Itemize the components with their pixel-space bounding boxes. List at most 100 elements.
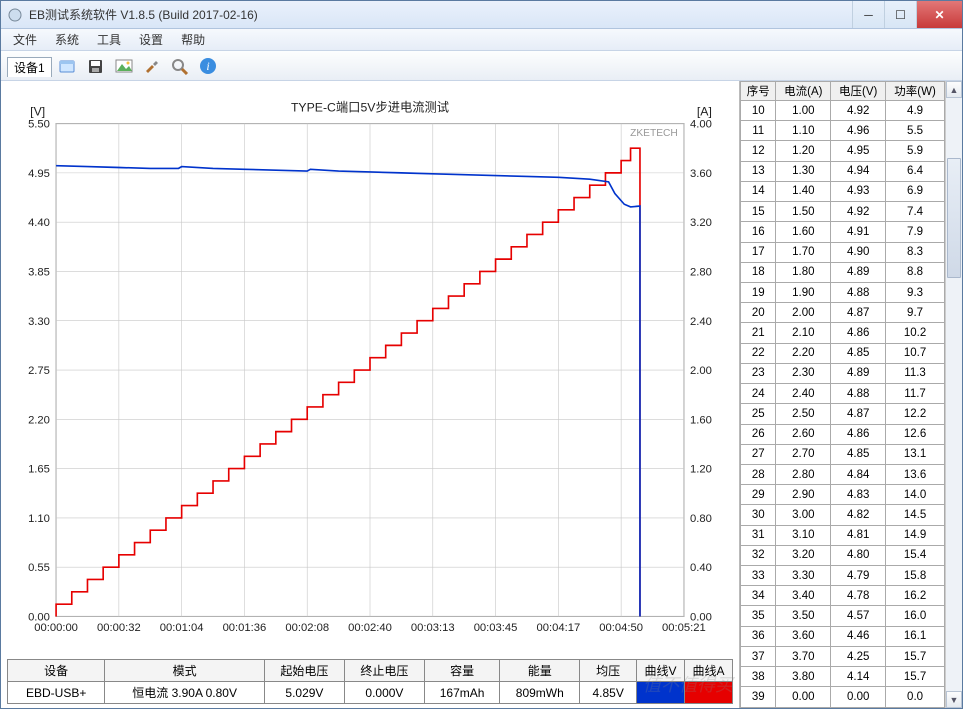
table-cell: 22 xyxy=(741,343,776,363)
table-row[interactable]: 101.004.924.9 xyxy=(741,101,945,121)
table-cell: 7.9 xyxy=(886,222,945,242)
svg-text:0.55: 0.55 xyxy=(28,562,50,574)
table-cell: 14.0 xyxy=(886,485,945,505)
table-row[interactable]: 212.104.8610.2 xyxy=(741,323,945,343)
table-row[interactable]: 313.104.8114.9 xyxy=(741,525,945,545)
table-row[interactable]: 282.804.8413.6 xyxy=(741,464,945,484)
table-cell: 1.60 xyxy=(776,222,831,242)
table-cell: 15.4 xyxy=(886,545,945,565)
table-row[interactable]: 232.304.8911.3 xyxy=(741,363,945,383)
table-cell: 4.81 xyxy=(831,525,886,545)
table-cell: 3.30 xyxy=(776,566,831,586)
picture-icon[interactable] xyxy=(112,55,136,77)
table-row[interactable]: 181.804.898.8 xyxy=(741,262,945,282)
menu-系统[interactable]: 系统 xyxy=(47,29,87,50)
table-cell: 6.9 xyxy=(886,181,945,201)
table-row[interactable]: 363.604.4616.1 xyxy=(741,626,945,646)
table-row[interactable]: 343.404.7816.2 xyxy=(741,586,945,606)
table-row[interactable]: 333.304.7915.8 xyxy=(741,566,945,586)
menu-帮助[interactable]: 帮助 xyxy=(173,29,213,50)
table-row[interactable]: 222.204.8510.7 xyxy=(741,343,945,363)
minimize-button[interactable]: ─ xyxy=(852,1,884,28)
table-cell: 4.92 xyxy=(831,202,886,222)
scrollbar[interactable]: ▲ ▼ xyxy=(945,81,962,708)
svg-text:00:01:04: 00:01:04 xyxy=(160,622,204,634)
svg-text:TYPE-C端口5V步进电流测试: TYPE-C端口5V步进电流测试 xyxy=(291,99,449,114)
table-cell: 4.88 xyxy=(831,282,886,302)
table-cell: 14.9 xyxy=(886,525,945,545)
svg-text:3.30: 3.30 xyxy=(28,316,50,328)
svg-text:4.40: 4.40 xyxy=(28,217,50,229)
table-cell: 15.7 xyxy=(886,646,945,666)
table-header: 序号 xyxy=(741,82,776,101)
table-cell: 1.40 xyxy=(776,181,831,201)
table-row[interactable]: 242.404.8811.7 xyxy=(741,384,945,404)
table-row[interactable]: 141.404.936.9 xyxy=(741,181,945,201)
info-icon[interactable]: i xyxy=(196,55,220,77)
table-row[interactable]: 131.304.946.4 xyxy=(741,161,945,181)
device-tab[interactable]: 设备1 xyxy=(7,57,52,77)
scroll-up-button[interactable]: ▲ xyxy=(946,81,962,98)
maximize-button[interactable]: ☐ xyxy=(884,1,916,28)
summary-header: 起始电压 xyxy=(264,660,344,682)
table-cell: 31 xyxy=(741,525,776,545)
open-icon[interactable] xyxy=(56,55,80,77)
table-cell: 2.60 xyxy=(776,424,831,444)
table-cell: 1.80 xyxy=(776,262,831,282)
table-cell: 3.10 xyxy=(776,525,831,545)
scroll-thumb[interactable] xyxy=(947,158,961,278)
table-cell: 8.8 xyxy=(886,262,945,282)
table-row[interactable]: 121.204.955.9 xyxy=(741,141,945,161)
table-row[interactable]: 390.000.000.0 xyxy=(741,687,945,708)
table-cell: 4.86 xyxy=(831,424,886,444)
scroll-down-button[interactable]: ▼ xyxy=(946,691,962,708)
table-row[interactable]: 373.704.2515.7 xyxy=(741,646,945,666)
table-cell: 15.7 xyxy=(886,667,945,687)
table-cell: 4.85 xyxy=(831,343,886,363)
table-row[interactable]: 383.804.1415.7 xyxy=(741,667,945,687)
menu-文件[interactable]: 文件 xyxy=(5,29,45,50)
table-row[interactable]: 353.504.5716.0 xyxy=(741,606,945,626)
close-button[interactable]: ✕ xyxy=(916,1,962,28)
app-window: EB测试系统软件 V1.8.5 (Build 2017-02-16) ─ ☐ ✕… xyxy=(0,0,963,709)
table-row[interactable]: 292.904.8314.0 xyxy=(741,485,945,505)
table-cell: 5.9 xyxy=(886,141,945,161)
table-row[interactable]: 262.604.8612.6 xyxy=(741,424,945,444)
table-cell: 10.7 xyxy=(886,343,945,363)
summary-header: 均压 xyxy=(580,660,637,682)
table-cell: 6.4 xyxy=(886,161,945,181)
table-cell: 0.0 xyxy=(886,687,945,708)
svg-text:0.80: 0.80 xyxy=(690,513,712,525)
table-row[interactable]: 161.604.917.9 xyxy=(741,222,945,242)
table-cell: 28 xyxy=(741,464,776,484)
table-row[interactable]: 303.004.8214.5 xyxy=(741,505,945,525)
table-row[interactable]: 323.204.8015.4 xyxy=(741,545,945,565)
table-cell: 0.00 xyxy=(831,687,886,708)
table-cell: 30 xyxy=(741,505,776,525)
table-cell: 4.80 xyxy=(831,545,886,565)
table-row[interactable]: 191.904.889.3 xyxy=(741,282,945,302)
tools-icon[interactable] xyxy=(140,55,164,77)
svg-text:[V]: [V] xyxy=(30,104,45,118)
table-row[interactable]: 252.504.8712.2 xyxy=(741,404,945,424)
table-row[interactable]: 151.504.927.4 xyxy=(741,202,945,222)
table-row[interactable]: 272.704.8513.1 xyxy=(741,444,945,464)
table-cell: 1.00 xyxy=(776,101,831,121)
scroll-track[interactable] xyxy=(946,98,962,691)
table-row[interactable]: 171.704.908.3 xyxy=(741,242,945,262)
svg-text:00:03:13: 00:03:13 xyxy=(411,622,455,634)
chart-svg: 0.000.000.550.401.100.801.651.202.201.60… xyxy=(7,85,733,653)
table-cell: 4.14 xyxy=(831,667,886,687)
menu-工具[interactable]: 工具 xyxy=(89,29,129,50)
table-cell: 4.25 xyxy=(831,646,886,666)
menu-设置[interactable]: 设置 xyxy=(131,29,171,50)
table-cell: 16.1 xyxy=(886,626,945,646)
search-icon[interactable] xyxy=(168,55,192,77)
table-cell: 2.40 xyxy=(776,384,831,404)
summary-table: 设备模式起始电压终止电压容量能量均压曲线V曲线A EBD-USB+ 恒电流 3.… xyxy=(7,659,733,704)
table-row[interactable]: 202.004.879.7 xyxy=(741,303,945,323)
save-icon[interactable] xyxy=(84,55,108,77)
svg-text:00:03:45: 00:03:45 xyxy=(474,622,518,634)
table-row[interactable]: 111.104.965.5 xyxy=(741,121,945,141)
table-cell: 34 xyxy=(741,586,776,606)
